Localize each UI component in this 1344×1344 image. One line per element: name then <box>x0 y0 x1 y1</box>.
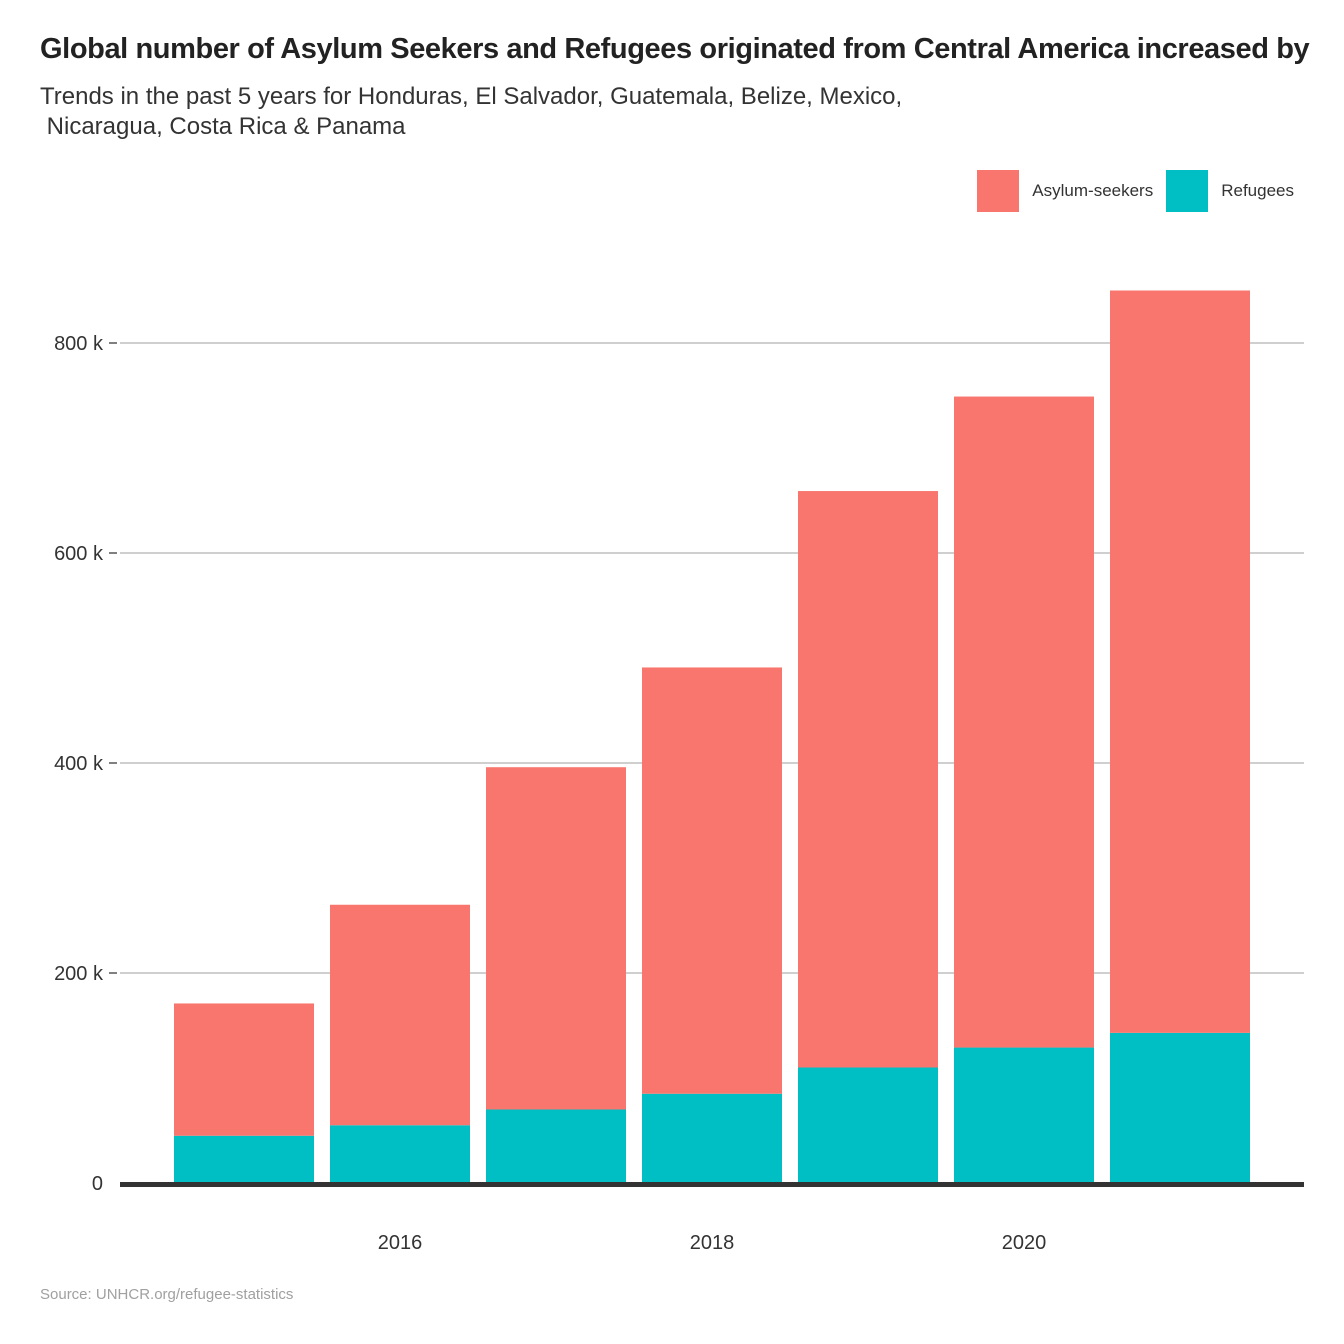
chart-subtitle: Trends in the past 5 years for Honduras,… <box>40 83 903 140</box>
bar-asylum-seekers <box>954 396 1094 1048</box>
bar-asylum-seekers <box>798 491 938 1068</box>
bar-asylum-seekers <box>1110 290 1250 1033</box>
bar-asylum-seekers <box>330 904 470 1126</box>
x-tick-label: 2016 <box>378 1232 423 1254</box>
bar-refugees <box>486 1109 626 1183</box>
chart-title: Global number of Asylum Seekers and Refu… <box>40 33 1310 65</box>
y-tick-label: 200 k <box>54 963 104 985</box>
y-tick-label: 800 k <box>54 333 104 355</box>
bar-refugees <box>798 1067 938 1183</box>
bar-refugees <box>174 1135 314 1183</box>
bar-asylum-seekers <box>486 767 626 1110</box>
x-tick-label: 2018 <box>690 1232 735 1254</box>
legend-label-asylum-seekers: Asylum-seekers <box>1032 181 1154 200</box>
bar-asylum-seekers <box>642 667 782 1094</box>
legend-item-refugees: Refugees <box>1166 170 1294 212</box>
bar-refugees <box>330 1125 470 1183</box>
legend-item-asylum-seekers: Asylum-seekers <box>977 170 1153 212</box>
bar-asylum-seekers <box>174 1003 314 1136</box>
x-tick-label: 2020 <box>1002 1232 1047 1254</box>
y-tick-label: 400 k <box>54 753 104 775</box>
bar-refugees <box>642 1093 782 1183</box>
source-note: Source: UNHCR.org/refugee-statistics <box>40 1286 294 1303</box>
y-tick-label: 600 k <box>54 543 104 565</box>
y-tick-label: 0 <box>92 1173 103 1195</box>
legend: Asylum-seekers Refugees <box>964 170 1294 212</box>
bar-refugees <box>1110 1032 1250 1183</box>
legend-label-refugees: Refugees <box>1221 181 1294 200</box>
legend-swatch-asylum-seekers <box>977 170 1020 212</box>
bar-refugees <box>954 1047 1094 1183</box>
legend-swatch-refugees <box>1166 170 1209 212</box>
